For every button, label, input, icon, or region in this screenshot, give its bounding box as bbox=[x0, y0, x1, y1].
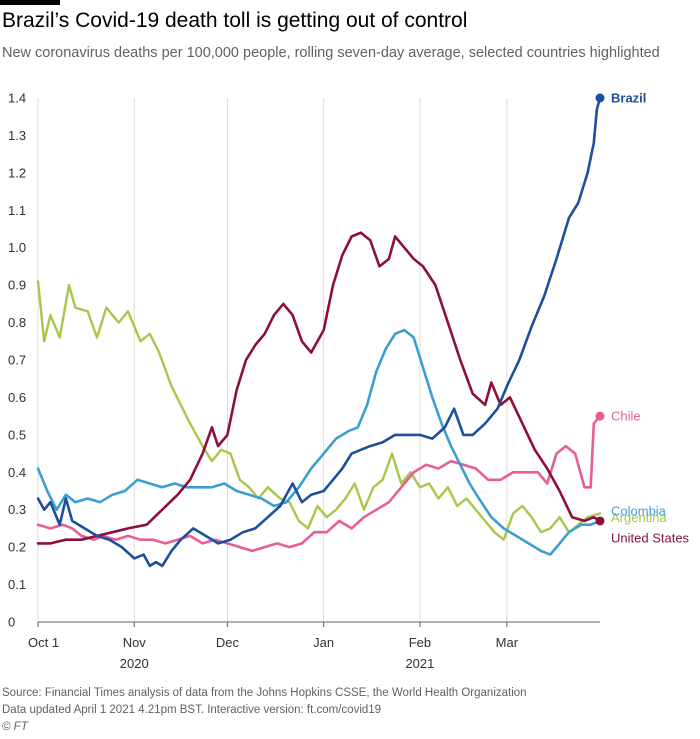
y-tick-label: 0.2 bbox=[8, 540, 26, 555]
x-tick-label: Feb bbox=[409, 635, 431, 650]
y-tick-label: 1.1 bbox=[8, 203, 26, 218]
y-tick-label: 0.4 bbox=[8, 465, 26, 480]
ft-credit: © FT bbox=[2, 721, 28, 733]
y-axis: 0 0.1 0.2 0.3 0.4 0.5 0.6 0.7 0.8 0.9 1.0 1.1 1.2 1.3… bbox=[8, 91, 26, 630]
y-tick-label: 0.5 bbox=[8, 427, 26, 442]
series-line-brazil bbox=[36, 96, 602, 568]
series-label-united-states: United States bbox=[611, 530, 690, 545]
y-tick-label: 0.7 bbox=[8, 353, 26, 368]
y-tick-label: 1.2 bbox=[8, 165, 26, 180]
series-label-colombia: Colombia bbox=[611, 503, 667, 518]
x-tick-label: Oct 1 bbox=[28, 635, 59, 650]
x-tick-label: Jan bbox=[313, 635, 334, 650]
series-labels: Argentina Chile Colombia United States Brazi… bbox=[611, 91, 690, 546]
brand-bar bbox=[0, 0, 60, 5]
y-tick-label: 1.3 bbox=[8, 128, 26, 143]
series-lines bbox=[36, 96, 602, 568]
x-tick-label: Mar bbox=[496, 635, 519, 650]
series-label-argentina: Argentina bbox=[611, 510, 667, 525]
x-year-label: 2020 bbox=[120, 656, 149, 671]
y-tick-label: 0.9 bbox=[8, 278, 26, 293]
series-line-united-states bbox=[36, 231, 602, 545]
x-tick-label: Nov bbox=[123, 635, 147, 650]
y-tick-label: 0.3 bbox=[8, 502, 26, 517]
endpoint-marker-chile bbox=[595, 411, 605, 421]
series-line-colombia bbox=[36, 328, 602, 556]
y-tick-label: 1.0 bbox=[8, 240, 26, 255]
x-year-label: 2021 bbox=[405, 656, 434, 671]
y-tick-label: 0 bbox=[8, 615, 15, 630]
y-tick-label: 0.8 bbox=[8, 315, 26, 330]
y-tick-label: 0.6 bbox=[8, 390, 26, 405]
gridlines bbox=[37, 98, 508, 622]
x-axis: Oct 1 Nov Dec Jan Feb Mar 2020 2021 bbox=[28, 621, 600, 671]
source-note: Source: Financial Times analysis of data… bbox=[2, 687, 527, 699]
y-tick-label: 1.4 bbox=[8, 91, 26, 106]
endpoint-marker-united-states bbox=[595, 516, 605, 526]
endpoint-markers bbox=[595, 93, 605, 526]
update-note: Data updated April 1 2021 4.21pm BST. In… bbox=[2, 704, 382, 716]
chart-subtitle: New coronavirus deaths per 100,000 peopl… bbox=[2, 45, 660, 61]
endpoint-marker-brazil bbox=[595, 93, 605, 103]
chart-title: Brazil’s Covid-19 death toll is getting … bbox=[2, 9, 468, 32]
series-line-chile bbox=[36, 414, 602, 553]
line-chart: 0 0.1 0.2 0.3 0.4 0.5 0.6 0.7 0.8 0.9 1.0 1.1 1.2 1.3… bbox=[8, 91, 690, 672]
series-line-argentina bbox=[36, 280, 602, 541]
series-label-brazil: Brazil bbox=[611, 91, 646, 106]
y-tick-label: 0.1 bbox=[8, 577, 26, 592]
x-tick-label: Dec bbox=[216, 635, 240, 650]
series-label-chile: Chile bbox=[611, 409, 641, 424]
